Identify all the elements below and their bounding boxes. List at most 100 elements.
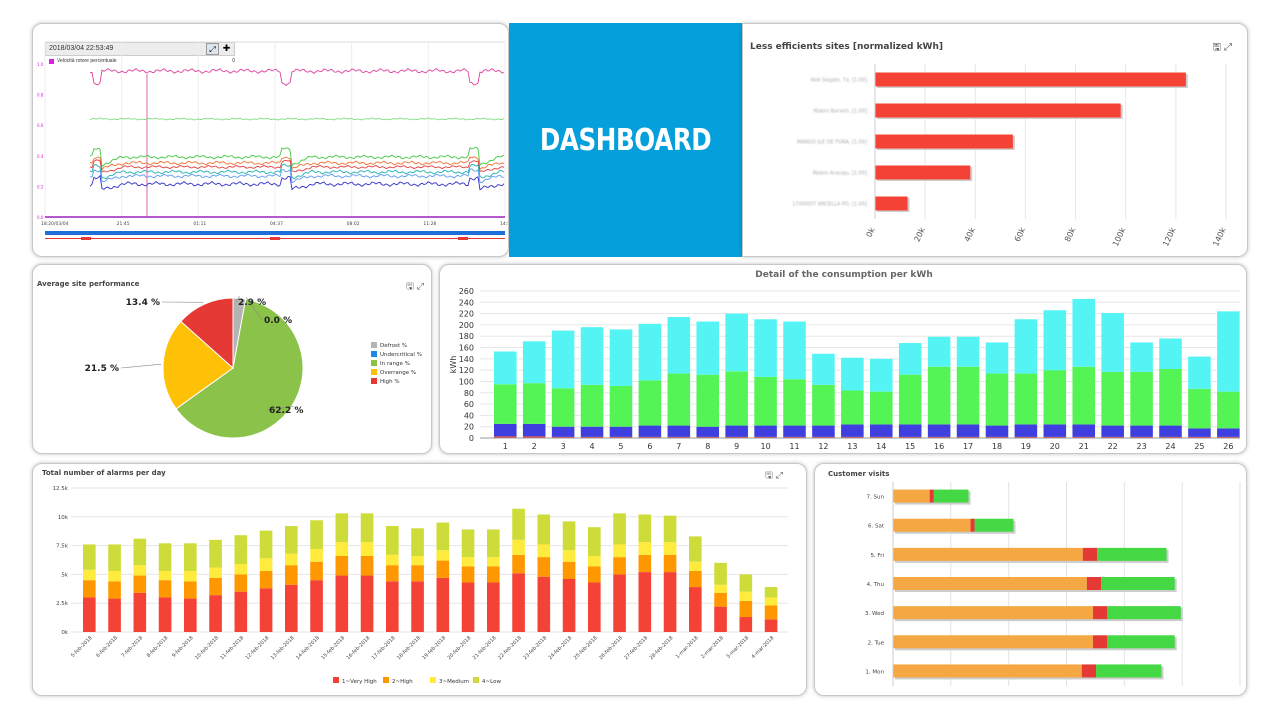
alarms-x-tick: 18-feb-2018	[396, 635, 422, 661]
alarms-bar-segment	[714, 592, 727, 607]
lef-category-label: Mabro Baranti, [1.00]	[814, 109, 868, 115]
alarms-bar-segment	[436, 550, 450, 561]
cons-bar-segment	[783, 379, 806, 426]
cons-y-tick: 140	[459, 355, 474, 364]
cons-y-tick: 100	[459, 377, 474, 386]
cons-bar-segment	[985, 436, 1009, 438]
alarms-x-tick: 4-mar-2018	[751, 635, 776, 660]
alarms-bar-segment	[259, 530, 273, 559]
trend-series-line	[89, 68, 505, 86]
cons-bar-segment	[1159, 425, 1182, 437]
cons-x-tick: 26	[1223, 442, 1233, 451]
alarms-x-tick: 27-feb-2018	[623, 635, 649, 661]
trend-x-tick: 01:11	[193, 221, 206, 227]
cons-bar-segment	[812, 425, 835, 437]
alarms-bar-segment	[360, 575, 374, 632]
trend-x-tick: 08:02	[347, 221, 360, 227]
alarms-x-tick: 1-mar-2018	[675, 635, 700, 660]
cons-bar-segment	[985, 425, 1009, 437]
alarms-bar-segment	[285, 565, 298, 585]
cons-x-tick: 2	[532, 442, 537, 451]
alarms-x-tick: 7-feb-2018	[121, 635, 145, 659]
visits-category-label: 7. Sun	[867, 495, 885, 501]
alarms-bar-segment	[461, 566, 475, 583]
visits-category-label: 5. Fri	[870, 553, 884, 559]
alarms-legend-swatch	[383, 677, 389, 683]
cons-bar-segment	[1043, 310, 1067, 371]
lef-category-label: Nidi Segate, Tx, [1.00]	[811, 78, 867, 84]
panel-tools: 🖫⤢	[406, 279, 427, 295]
alarms-bar-segment	[512, 539, 525, 555]
alarms-legend-swatch	[333, 677, 339, 683]
alarms-bar-segment	[461, 582, 475, 632]
alarms-bar-segment	[588, 582, 601, 632]
pie-legend-swatch	[371, 351, 377, 357]
save-icon[interactable]: 🖫	[1212, 42, 1224, 53]
cons-bar-segment	[1014, 373, 1038, 425]
alarms-bar-segment	[764, 587, 778, 598]
alarms-bar-segment	[512, 508, 525, 540]
visits-category-label: 1. Mon	[865, 669, 884, 675]
alarms-x-tick: 25-feb-2018	[573, 635, 599, 661]
cons-bar-segment	[667, 436, 691, 438]
cons-bar-segment	[927, 366, 951, 425]
dashboard-banner: DASHBOARD	[509, 23, 742, 257]
alarms-bar-segment	[386, 554, 399, 566]
alarms-x-tick: 22-feb-2018	[497, 635, 523, 661]
cons-bar-segment	[609, 385, 633, 427]
cons-y-tick: 240	[459, 298, 474, 307]
expand-icon[interactable]: ⤢	[775, 470, 786, 480]
lef-bar	[875, 103, 1121, 118]
trend-x-tick: 14:54	[500, 221, 509, 227]
add-button[interactable]: ✚	[222, 43, 231, 53]
cons-bar-segment	[783, 436, 806, 438]
alarms-bar-segment	[562, 521, 576, 551]
cons-bar-segment	[754, 319, 777, 377]
visits-bar-segment	[929, 489, 934, 503]
cons-bar-segment	[956, 336, 980, 367]
expand-icon[interactable]: ⤢	[1224, 42, 1235, 53]
trend-scrollbar[interactable]	[45, 231, 505, 235]
alarms-x-tick: 23-feb-2018	[522, 635, 548, 661]
pie-value-label: 62.2 %	[269, 406, 303, 416]
cons-bar-segment	[638, 425, 662, 437]
cons-bar-segment	[898, 424, 922, 437]
cons-bar-segment	[1101, 436, 1124, 438]
zoom-fit-button[interactable]: ⤢	[206, 43, 219, 55]
cons-bar-segment	[1130, 425, 1153, 437]
cons-bar-segment	[956, 366, 980, 425]
cons-y-tick: 120	[459, 366, 474, 375]
expand-icon[interactable]: ⤢	[416, 281, 427, 291]
cons-x-tick: 18	[992, 442, 1002, 451]
alarms-bar-segment	[158, 597, 172, 632]
visits-bar-segment	[1097, 547, 1167, 561]
cons-bar-segment	[841, 390, 864, 425]
alarms-bar-segment	[562, 561, 576, 580]
cons-x-tick: 9	[734, 442, 739, 451]
lef-x-tick: 120k	[1161, 226, 1178, 248]
alarms-bar-segment	[209, 595, 222, 632]
cons-bar-segment	[1043, 436, 1067, 438]
alarms-bar-segment	[562, 550, 576, 562]
save-icon[interactable]: 🖫	[406, 281, 417, 291]
alarms-bar-segment	[133, 575, 147, 593]
cons-bar-segment	[870, 391, 893, 425]
pie-value-label: 0.0 %	[264, 316, 292, 326]
visits-panel: Customer visits 7. Sun 6. Sat 5. Fri 4. Thu…	[814, 463, 1247, 696]
save-icon[interactable]: 🖫	[765, 470, 776, 480]
alarms-bar-segment	[714, 584, 727, 593]
cons-bar-segment	[1130, 436, 1153, 438]
visits-category-label: 4. Thu	[867, 582, 884, 588]
cons-bar-segment	[1130, 342, 1153, 372]
cons-bar-segment	[956, 424, 980, 437]
alarms-bar-segment	[588, 555, 601, 567]
alarms-bar-segment	[487, 566, 500, 583]
alarms-x-tick: 6-feb-2018	[95, 635, 119, 659]
cons-bar-segment	[1188, 388, 1211, 429]
visits-category-label: 2. Tue	[868, 640, 885, 646]
pie-value-label: 2.9 %	[238, 298, 266, 308]
cons-y-tick: 0	[469, 434, 474, 443]
alarms-bar-segment	[638, 514, 652, 543]
cons-y-tick: 160	[459, 344, 474, 353]
cons-x-tick: 16	[934, 442, 944, 451]
